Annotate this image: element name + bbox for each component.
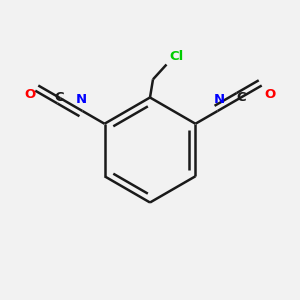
Text: O: O <box>25 88 36 101</box>
Text: N: N <box>214 93 225 106</box>
Text: N: N <box>75 93 86 106</box>
Text: Cl: Cl <box>169 50 184 63</box>
Text: O: O <box>264 88 275 101</box>
Text: C: C <box>236 91 246 104</box>
Text: C: C <box>54 91 64 104</box>
